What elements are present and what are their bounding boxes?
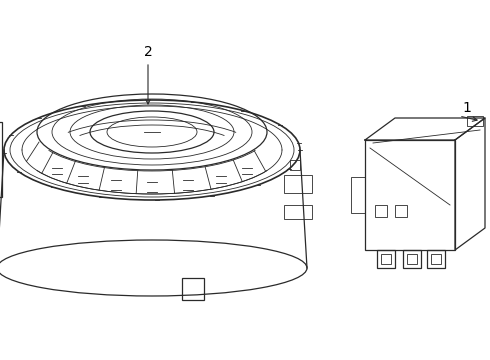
- Text: 2: 2: [144, 45, 152, 59]
- Bar: [0, 122, 2, 197]
- Bar: [377, 250, 395, 268]
- Bar: [407, 254, 417, 264]
- Text: 1: 1: [463, 101, 471, 115]
- Bar: [403, 250, 421, 268]
- Bar: [375, 205, 387, 217]
- Bar: [284, 175, 312, 193]
- Bar: [284, 205, 312, 219]
- Bar: [182, 278, 204, 300]
- Bar: [351, 177, 365, 213]
- Bar: [467, 116, 483, 126]
- Bar: [290, 160, 300, 170]
- Bar: [431, 254, 441, 264]
- Bar: [381, 254, 391, 264]
- Bar: [395, 205, 407, 217]
- Bar: [365, 140, 455, 250]
- Bar: [427, 250, 445, 268]
